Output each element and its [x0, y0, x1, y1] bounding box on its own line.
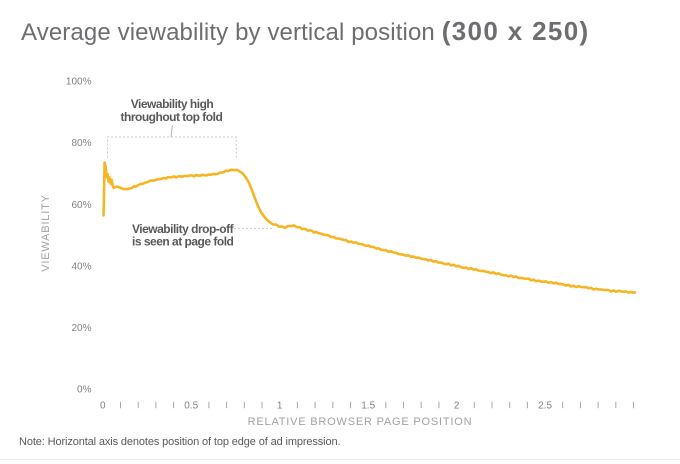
- svg-text:2.5: 2.5: [538, 400, 552, 411]
- svg-text:throughout top fold: throughout top fold: [121, 110, 223, 124]
- svg-text:VIEWABILITY: VIEWABILITY: [40, 194, 52, 271]
- svg-text:is seen at page fold: is seen at page fold: [132, 235, 234, 249]
- svg-text:RELATIVE BROWSER PAGE POSITION: RELATIVE BROWSER PAGE POSITION: [248, 416, 473, 428]
- svg-text:0: 0: [100, 400, 106, 411]
- svg-text:0.5: 0.5: [184, 400, 198, 411]
- svg-text:2: 2: [454, 400, 460, 411]
- svg-text:1: 1: [277, 400, 283, 411]
- svg-text:100%: 100%: [66, 77, 92, 88]
- svg-text:Viewability drop-off: Viewability drop-off: [132, 222, 235, 236]
- svg-text:40%: 40%: [71, 261, 91, 272]
- svg-text:0%: 0%: [77, 385, 92, 396]
- svg-text:80%: 80%: [71, 138, 91, 149]
- svg-text:Viewability high: Viewability high: [131, 97, 214, 111]
- svg-text:20%: 20%: [71, 323, 91, 334]
- svg-text:60%: 60%: [71, 200, 91, 211]
- svg-text:1.5: 1.5: [361, 400, 375, 411]
